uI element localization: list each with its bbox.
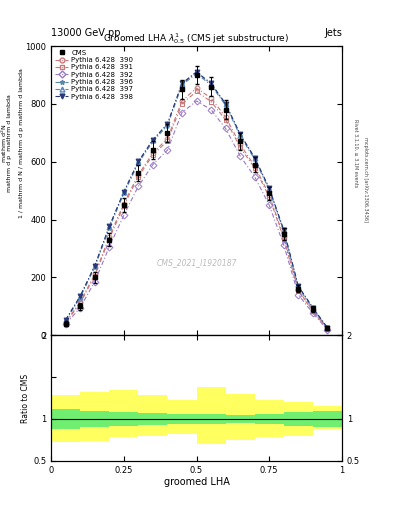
Y-axis label: Ratio to CMS: Ratio to CMS: [21, 373, 30, 422]
Text: 1 / mathrm d N / mathrm d p mathrm d lambda: 1 / mathrm d N / mathrm d p mathrm d lam…: [19, 69, 24, 218]
Legend: CMS, Pythia 6.428  390, Pythia 6.428  391, Pythia 6.428  392, Pythia 6.428  396,: CMS, Pythia 6.428 390, Pythia 6.428 391,…: [53, 48, 135, 101]
Text: Rivet 3.1.10, ≥ 3.1M events: Rivet 3.1.10, ≥ 3.1M events: [353, 119, 358, 188]
Text: mcplots.cern.ch [arXiv:1306.3436]: mcplots.cern.ch [arXiv:1306.3436]: [363, 137, 368, 222]
Text: 13000 GeV pp: 13000 GeV pp: [51, 28, 121, 38]
Title: Groomed LHA $\lambda^{1}_{0.5}$ (CMS jet substructure): Groomed LHA $\lambda^{1}_{0.5}$ (CMS jet…: [103, 31, 290, 46]
Text: CMS_2021_I1920187: CMS_2021_I1920187: [156, 259, 237, 267]
Text: Jets: Jets: [324, 28, 342, 38]
Text: mathrm d p  mathrm d lambda: mathrm d p mathrm d lambda: [7, 94, 12, 193]
Text: mathrm d$^2$N: mathrm d$^2$N: [0, 123, 9, 163]
X-axis label: groomed LHA: groomed LHA: [163, 477, 230, 487]
